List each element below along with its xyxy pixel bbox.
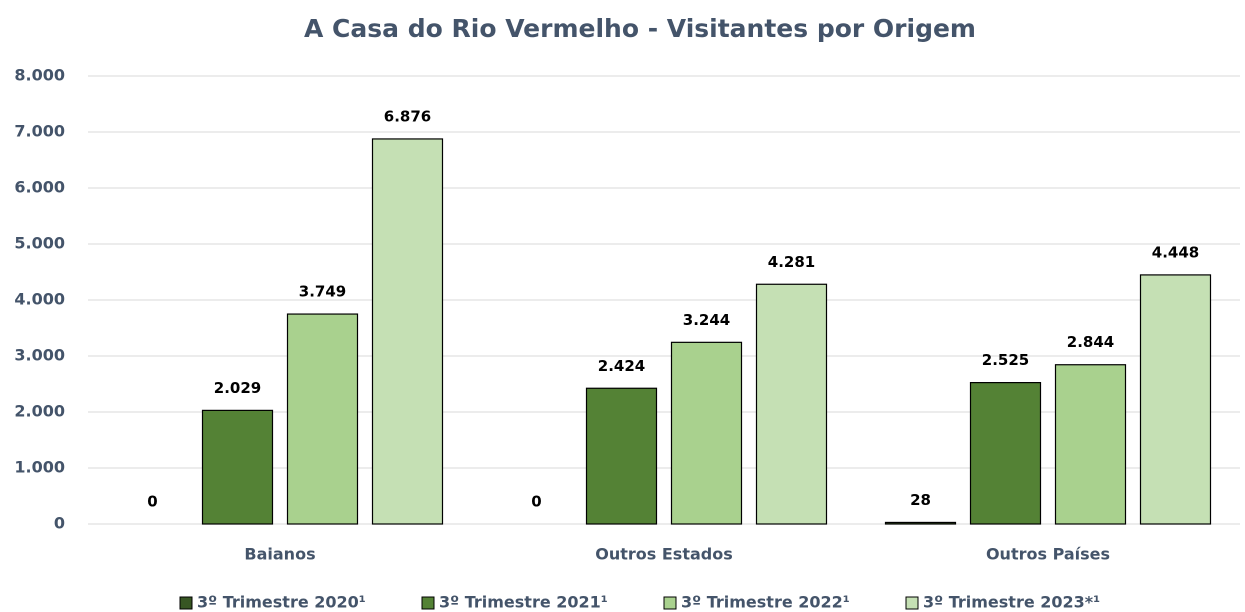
bar xyxy=(371,138,444,525)
value-label: 3.749 xyxy=(299,283,346,301)
bar xyxy=(884,521,957,525)
bar xyxy=(201,409,274,525)
y-tick-label: 8.000 xyxy=(14,66,65,85)
legend-label: 3º Trimestre 2021¹ xyxy=(439,593,608,612)
bar xyxy=(1054,364,1127,525)
value-label: 6.876 xyxy=(384,107,431,125)
bar xyxy=(286,313,359,525)
y-tick-label: 0 xyxy=(54,514,65,533)
value-label: 2.525 xyxy=(982,351,1029,369)
bar xyxy=(585,387,658,525)
value-label: 0 xyxy=(147,493,157,511)
value-label: 4.281 xyxy=(768,253,815,271)
bar xyxy=(755,283,828,525)
y-tick-label: 5.000 xyxy=(14,234,65,253)
value-label: 4.448 xyxy=(1152,243,1199,261)
value-label: 2.424 xyxy=(598,357,645,375)
value-label: 0 xyxy=(531,493,541,511)
y-tick-label: 3.000 xyxy=(14,346,65,365)
y-tick-label: 6.000 xyxy=(14,178,65,197)
legend-swatch xyxy=(179,596,193,610)
legend-swatch xyxy=(421,596,435,610)
bar xyxy=(670,341,743,525)
x-tick-label: Outros Países xyxy=(986,545,1110,564)
y-tick-label: 2.000 xyxy=(14,402,65,421)
y-tick-label: 7.000 xyxy=(14,122,65,141)
bar xyxy=(1139,274,1212,525)
legend-label: 3º Trimestre 2023*¹ xyxy=(923,593,1100,612)
legend-label: 3º Trimestre 2020¹ xyxy=(197,593,366,612)
x-tick-label: Baianos xyxy=(244,545,315,564)
y-tick-label: 4.000 xyxy=(14,290,65,309)
y-tick-label: 1.000 xyxy=(14,458,65,477)
value-label: 3.244 xyxy=(683,311,730,329)
legend-swatch xyxy=(905,596,919,610)
bar xyxy=(969,382,1042,525)
value-label: 2.029 xyxy=(214,379,261,397)
chart-title: A Casa do Rio Vermelho - Visitantes por … xyxy=(304,14,976,43)
value-label: 28 xyxy=(910,491,931,509)
legend-swatch xyxy=(663,596,677,610)
legend-label: 3º Trimestre 2022¹ xyxy=(681,593,850,612)
x-tick-label: Outros Estados xyxy=(595,545,732,564)
value-label: 2.844 xyxy=(1067,333,1114,351)
